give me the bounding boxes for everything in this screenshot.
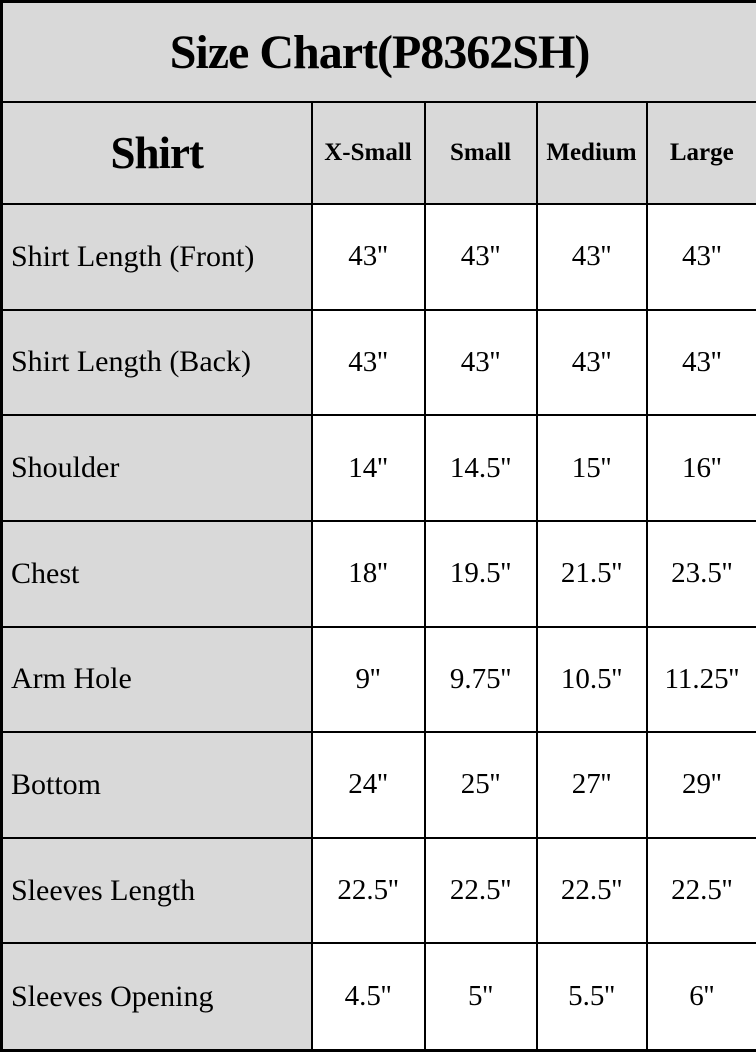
measurement-value: 22.5'' bbox=[535, 836, 648, 945]
measurement-label: Shirt Length (Back) bbox=[0, 308, 313, 417]
measurement-label: Chest bbox=[0, 519, 313, 628]
table-row-shirt-length-back: Shirt Length (Back) 43'' 43'' 43'' 43'' bbox=[0, 308, 756, 417]
measurement-value: 23.5'' bbox=[645, 519, 756, 628]
measurement-value: 29'' bbox=[645, 731, 756, 839]
measurement-value: 43'' bbox=[423, 203, 538, 311]
measurement-value: 9.75'' bbox=[423, 625, 538, 734]
measurement-value: 11.25'' bbox=[645, 625, 756, 734]
size-header-medium: Medium bbox=[535, 101, 648, 205]
measurement-value: 43'' bbox=[423, 308, 538, 417]
measurement-value: 43'' bbox=[645, 203, 756, 311]
size-header-small: Small bbox=[423, 101, 538, 205]
title-row: Size Chart(P8362SH) bbox=[0, 0, 756, 103]
size-header-xsmall: X-Small bbox=[310, 101, 426, 205]
measurement-value: 27'' bbox=[535, 731, 648, 839]
measurement-value: 6'' bbox=[645, 942, 756, 1052]
measurement-label: Arm Hole bbox=[0, 625, 313, 734]
measurement-value: 5'' bbox=[423, 942, 538, 1052]
table-row-sleeves-opening: Sleeves Opening 4.5'' 5'' 5.5'' 6'' bbox=[0, 942, 756, 1052]
measurement-label: Sleeves Length bbox=[0, 836, 313, 945]
measurement-value: 9'' bbox=[310, 625, 426, 734]
measurement-value: 15'' bbox=[535, 414, 648, 522]
measurement-value: 14.5'' bbox=[423, 414, 538, 522]
measurement-value: 43'' bbox=[535, 308, 648, 417]
chart-title: Size Chart(P8362SH) bbox=[0, 0, 756, 103]
table-row-sleeves-length: Sleeves Length 22.5'' 22.5'' 22.5'' 22.5… bbox=[0, 836, 756, 945]
table-row-chest: Chest 18'' 19.5'' 21.5'' 23.5'' bbox=[0, 519, 756, 628]
table-row-shirt-length-front: Shirt Length (Front) 43'' 43'' 43'' 43'' bbox=[0, 203, 756, 311]
table-row-arm-hole: Arm Hole 9'' 9.75'' 10.5'' 11.25'' bbox=[0, 625, 756, 734]
measurement-value: 21.5'' bbox=[535, 519, 648, 628]
measurement-value: 16'' bbox=[645, 414, 756, 522]
measurement-value: 25'' bbox=[423, 731, 538, 839]
measurement-value: 43'' bbox=[310, 203, 426, 311]
measurement-value: 22.5'' bbox=[423, 836, 538, 945]
measurement-value: 10.5'' bbox=[535, 625, 648, 734]
measurement-label: Shirt Length (Front) bbox=[0, 203, 313, 311]
product-type-header: Shirt bbox=[0, 101, 313, 205]
measurement-label: Sleeves Opening bbox=[0, 942, 313, 1052]
measurement-value: 43'' bbox=[310, 308, 426, 417]
measurement-value: 19.5'' bbox=[423, 519, 538, 628]
size-header-large: Large bbox=[645, 101, 756, 205]
measurement-value: 43'' bbox=[535, 203, 648, 311]
table-row-shoulder: Shoulder 14'' 14.5'' 15'' 16'' bbox=[0, 414, 756, 522]
measurement-value: 4.5'' bbox=[310, 942, 426, 1052]
measurement-label: Bottom bbox=[0, 731, 313, 839]
table-row-bottom: Bottom 24'' 25'' 27'' 29'' bbox=[0, 731, 756, 839]
measurement-value: 43'' bbox=[645, 308, 756, 417]
measurement-label: Shoulder bbox=[0, 414, 313, 522]
measurement-value: 5.5'' bbox=[535, 942, 648, 1052]
measurement-value: 24'' bbox=[310, 731, 426, 839]
measurement-value: 18'' bbox=[310, 519, 426, 628]
measurement-value: 22.5'' bbox=[310, 836, 426, 945]
header-row: Shirt X-Small Small Medium Large bbox=[0, 101, 756, 205]
measurement-value: 14'' bbox=[310, 414, 426, 522]
measurement-value: 22.5'' bbox=[645, 836, 756, 945]
